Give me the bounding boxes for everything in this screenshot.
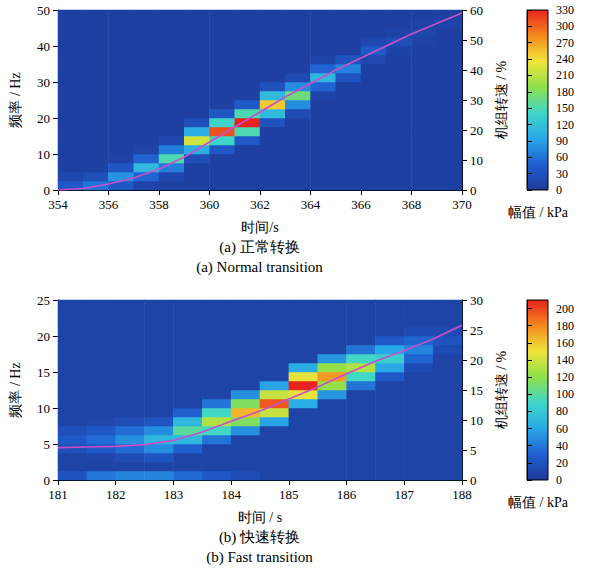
svg-text:10: 10 xyxy=(470,413,483,428)
svg-text:40: 40 xyxy=(470,63,483,78)
svg-text:366: 366 xyxy=(351,197,371,212)
svg-text:180: 180 xyxy=(556,85,574,99)
svg-text:360: 360 xyxy=(200,197,220,212)
svg-text:188: 188 xyxy=(452,487,472,502)
svg-text:(a) Normal transition: (a) Normal transition xyxy=(196,259,323,276)
svg-text:频率 / Hz: 频率 / Hz xyxy=(8,362,23,417)
svg-text:362: 362 xyxy=(250,197,270,212)
svg-text:20: 20 xyxy=(37,111,50,126)
svg-text:30: 30 xyxy=(470,93,483,108)
svg-text:180: 180 xyxy=(556,319,574,333)
svg-text:10: 10 xyxy=(37,401,50,416)
svg-text:时间 / s: 时间 / s xyxy=(238,510,282,525)
svg-text:0: 0 xyxy=(470,473,477,488)
svg-text:60: 60 xyxy=(556,422,568,436)
svg-text:140: 140 xyxy=(556,353,574,367)
svg-text:90: 90 xyxy=(556,134,568,148)
svg-text:50: 50 xyxy=(37,3,50,18)
svg-text:240: 240 xyxy=(556,52,574,66)
svg-text:(b) Fast transition: (b) Fast transition xyxy=(206,549,313,566)
svg-text:10: 10 xyxy=(37,147,50,162)
svg-text:185: 185 xyxy=(279,487,299,502)
svg-text:200: 200 xyxy=(556,302,574,316)
svg-text:370: 370 xyxy=(452,197,472,212)
svg-text:(a) 正常转换: (a) 正常转换 xyxy=(219,239,299,256)
svg-text:频率 / Hz: 频率 / Hz xyxy=(8,72,23,127)
svg-text:20: 20 xyxy=(556,456,568,470)
svg-text:186: 186 xyxy=(337,487,357,502)
svg-text:25: 25 xyxy=(37,293,50,308)
svg-text:120: 120 xyxy=(556,370,574,384)
svg-text:0: 0 xyxy=(556,183,562,197)
svg-text:幅值 / kPa: 幅值 / kPa xyxy=(508,205,569,220)
svg-text:20: 20 xyxy=(470,353,483,368)
svg-text:270: 270 xyxy=(556,36,574,50)
svg-text:40: 40 xyxy=(37,39,50,54)
svg-text:300: 300 xyxy=(556,19,574,33)
svg-text:160: 160 xyxy=(556,336,574,350)
svg-text:30: 30 xyxy=(556,167,568,181)
svg-text:184: 184 xyxy=(221,487,241,502)
svg-text:10: 10 xyxy=(470,153,483,168)
svg-text:60: 60 xyxy=(556,150,568,164)
svg-text:120: 120 xyxy=(556,118,574,132)
svg-text:0: 0 xyxy=(44,183,51,198)
svg-text:368: 368 xyxy=(402,197,422,212)
svg-text:机组转速 / %: 机组转速 / % xyxy=(494,350,509,429)
svg-text:0: 0 xyxy=(470,183,477,198)
svg-text:354: 354 xyxy=(48,197,68,212)
svg-text:187: 187 xyxy=(395,487,415,502)
svg-text:15: 15 xyxy=(470,383,483,398)
svg-text:356: 356 xyxy=(99,197,119,212)
svg-text:25: 25 xyxy=(470,323,483,338)
svg-text:5: 5 xyxy=(44,437,51,452)
svg-text:30: 30 xyxy=(37,75,50,90)
svg-text:150: 150 xyxy=(556,101,574,115)
svg-text:364: 364 xyxy=(301,197,321,212)
svg-text:30: 30 xyxy=(470,293,483,308)
svg-text:60: 60 xyxy=(470,3,483,18)
svg-text:330: 330 xyxy=(556,3,574,17)
svg-text:20: 20 xyxy=(37,329,50,344)
svg-text:15: 15 xyxy=(37,365,50,380)
svg-text:100: 100 xyxy=(556,387,574,401)
svg-text:40: 40 xyxy=(556,439,568,453)
svg-text:0: 0 xyxy=(44,473,51,488)
svg-text:5: 5 xyxy=(470,443,477,458)
svg-text:机组转速 / %: 机组转速 / % xyxy=(494,60,509,139)
svg-text:幅值 / kPa: 幅值 / kPa xyxy=(508,495,569,510)
svg-text:181: 181 xyxy=(48,487,68,502)
svg-text:210: 210 xyxy=(556,68,574,82)
svg-text:182: 182 xyxy=(106,487,126,502)
svg-text:80: 80 xyxy=(556,404,568,418)
svg-text:(b) 快速转换: (b) 快速转换 xyxy=(219,529,300,546)
svg-text:183: 183 xyxy=(164,487,184,502)
svg-text:0: 0 xyxy=(556,473,562,487)
svg-text:50: 50 xyxy=(470,33,483,48)
svg-text:358: 358 xyxy=(149,197,169,212)
svg-text:时间/s: 时间/s xyxy=(241,220,278,235)
svg-text:20: 20 xyxy=(470,123,483,138)
